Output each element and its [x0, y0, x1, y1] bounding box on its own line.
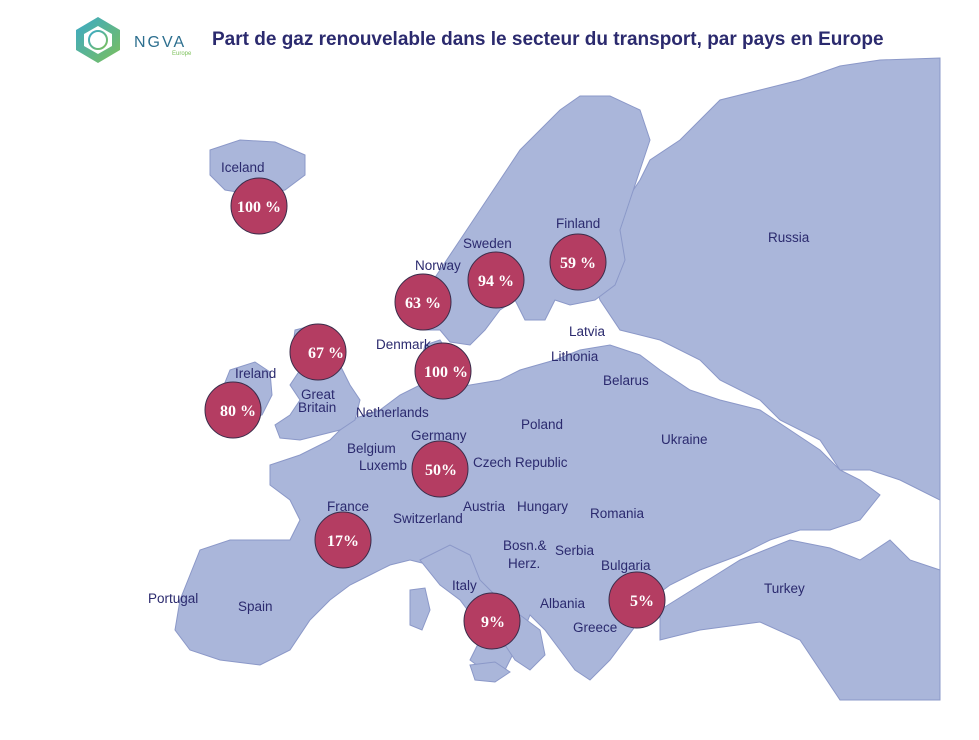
- ngva-logo: NGVA Europe: [68, 14, 198, 66]
- bubble-ireland: 80 %: [204, 381, 262, 439]
- land-iceland: [209, 139, 306, 196]
- share-sweden: 94 %: [478, 273, 514, 290]
- label-turkey: Turkey: [764, 581, 805, 596]
- share-germany: 50%: [425, 462, 457, 479]
- label-serbia: Serbia: [555, 543, 595, 558]
- label-denmark: Denmark: [376, 337, 431, 352]
- label-luxembourg: Luxemb: [359, 458, 407, 473]
- label-czech: Czech Republic: [473, 455, 568, 470]
- label-france: France: [327, 499, 369, 514]
- label-latvia: Latvia: [569, 324, 606, 339]
- bubble-france: 17%: [314, 511, 372, 569]
- label-great-2: Britain: [298, 400, 336, 415]
- bubble-bulgaria: 5%: [608, 571, 666, 629]
- label-portugal: Portugal: [148, 591, 198, 606]
- share-france: 17%: [327, 533, 359, 550]
- label-sweden: Sweden: [463, 236, 512, 251]
- label-belgium: Belgium: [347, 441, 396, 456]
- label-finland: Finland: [556, 216, 600, 231]
- label-switzerland: Switzerland: [393, 511, 463, 526]
- land-russia-east: [589, 57, 941, 701]
- label-lithonia: Lithonia: [551, 349, 599, 364]
- label-bosnia-2: Herz.: [508, 556, 540, 571]
- label-ukraine: Ukraine: [661, 432, 708, 447]
- label-bulgaria: Bulgaria: [601, 558, 651, 573]
- header: NGVA Europe Part de gaz renouvelable dan…: [0, 0, 979, 63]
- country-labels: Iceland Finland Russia Sweden Norway Lat…: [148, 160, 810, 635]
- bubble-norway: 63 %: [394, 273, 452, 331]
- bubble-italy: 9%: [463, 592, 521, 650]
- bubble-finland: 59 %: [549, 233, 607, 291]
- logo-text: NGVA: [134, 34, 187, 51]
- label-hungary: Hungary: [517, 499, 568, 514]
- share-italy: 9%: [481, 614, 505, 631]
- label-italy: Italy: [452, 578, 477, 593]
- logo-subtext: Europe: [172, 51, 192, 57]
- share-iceland: 100 %: [237, 199, 281, 216]
- label-germany: Germany: [411, 428, 467, 443]
- label-poland: Poland: [521, 417, 563, 432]
- share-bubbles: 100 % 59 % 94 % 63 % 67 % 100 % 80 % 50: [204, 177, 666, 650]
- label-albania: Albania: [540, 596, 586, 611]
- label-ireland: Ireland: [235, 366, 276, 381]
- share-finland: 59 %: [560, 255, 596, 272]
- bubble-germany: 50%: [411, 440, 469, 498]
- label-iceland: Iceland: [221, 160, 265, 175]
- share-bulgaria: 5%: [630, 593, 654, 610]
- label-great-1: Great: [301, 387, 335, 402]
- share-great-britain: 67 %: [308, 345, 344, 362]
- share-norway: 63 %: [405, 295, 441, 312]
- land-sardinia: [409, 587, 431, 631]
- bubble-denmark: 100 %: [414, 342, 472, 400]
- label-greece: Greece: [573, 620, 617, 635]
- bubble-sweden: 94 %: [467, 251, 525, 309]
- ngva-logo-mark-icon: [76, 17, 120, 63]
- label-russia: Russia: [768, 230, 810, 245]
- bubble-iceland: 100 %: [230, 177, 288, 235]
- land-continent: [174, 344, 881, 681]
- label-austria: Austria: [463, 499, 506, 514]
- share-denmark: 100 %: [424, 364, 468, 381]
- page-title: Part de gaz renouvelable dans le secteur…: [212, 29, 884, 50]
- label-spain: Spain: [238, 599, 273, 614]
- label-belarus: Belarus: [603, 373, 649, 388]
- label-bosnia-1: Bosn.&: [503, 538, 547, 553]
- label-netherlands: Netherlands: [356, 405, 429, 420]
- bubble-great-britain: 67 %: [289, 323, 347, 381]
- label-norway: Norway: [415, 258, 461, 273]
- label-romania: Romania: [590, 506, 645, 521]
- share-ireland: 80 %: [220, 403, 256, 420]
- land-sicily: [469, 661, 511, 683]
